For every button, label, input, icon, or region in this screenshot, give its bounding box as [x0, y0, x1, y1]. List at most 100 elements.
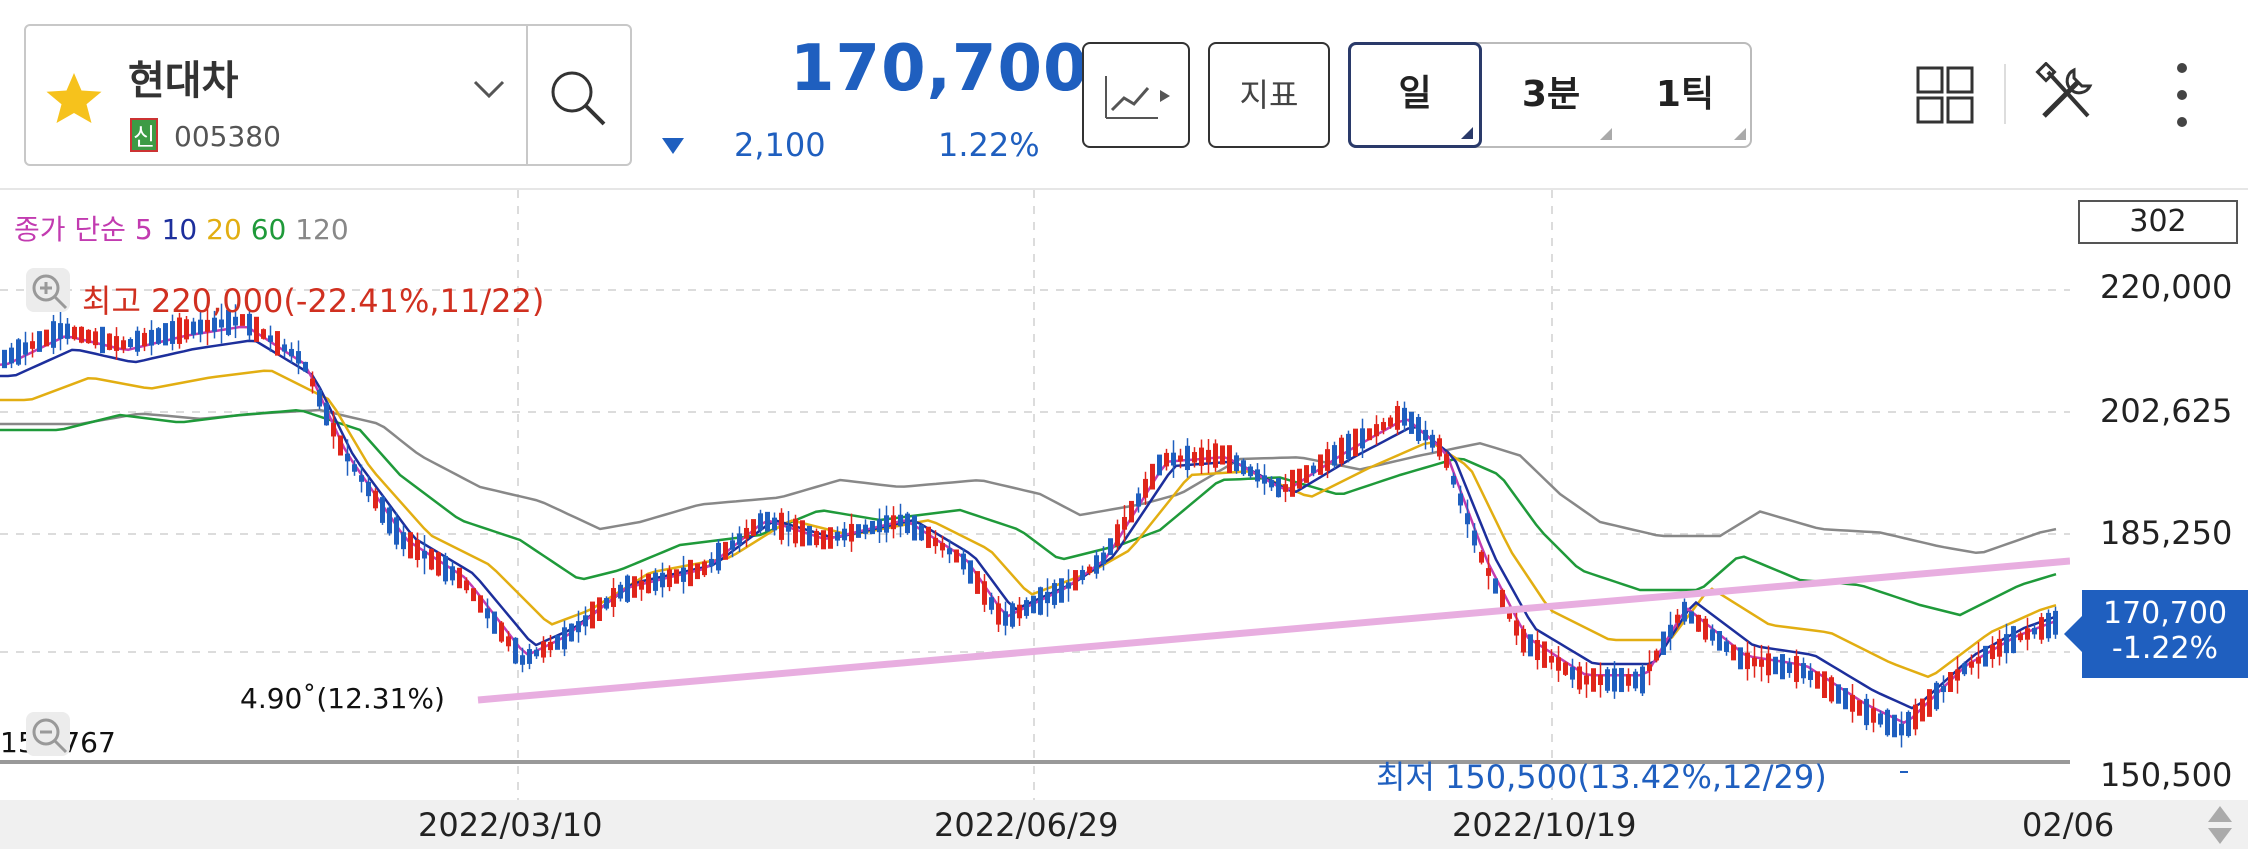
current-price-tag: 170,700 -1.22%	[2064, 590, 2248, 678]
candle	[2039, 617, 2044, 640]
ma-legend-10: 10	[161, 213, 198, 246]
candle	[681, 567, 686, 582]
candle	[849, 523, 854, 542]
candle	[1619, 667, 1624, 693]
y-tick-label: 220,000	[2100, 268, 2233, 306]
price-tag-price: 170,700	[2102, 596, 2228, 631]
candle	[723, 541, 728, 560]
candle	[1647, 664, 1652, 672]
candle	[37, 331, 42, 352]
tab-3min[interactable]: 3분	[1484, 42, 1618, 148]
candle	[226, 309, 231, 335]
candle	[1927, 689, 1932, 717]
candle	[1591, 668, 1596, 692]
zoom-in-icon[interactable]	[26, 268, 70, 316]
candle	[2025, 628, 2030, 640]
candle	[303, 361, 308, 372]
candle	[457, 567, 462, 589]
ma-legend-prefix: 종가 단순	[14, 213, 126, 246]
candle	[16, 339, 21, 365]
candle	[1353, 428, 1358, 457]
candle	[1206, 449, 1211, 463]
candle	[1241, 460, 1246, 475]
tab-1tick-label: 1틱	[1655, 74, 1715, 115]
chart-type-button[interactable]	[1082, 42, 1190, 148]
search-divider	[526, 26, 528, 164]
candle	[1885, 709, 1890, 736]
candle	[835, 531, 840, 541]
indicator-button[interactable]: 지표	[1208, 42, 1330, 148]
candle	[639, 580, 644, 590]
candle	[1801, 663, 1806, 679]
candle	[415, 540, 420, 560]
x-tick-label: 2022/06/29	[934, 806, 1119, 844]
candle	[429, 549, 434, 570]
candle	[1864, 698, 1869, 726]
scroll-updown-icon[interactable]	[2200, 802, 2240, 852]
candle	[653, 572, 658, 591]
trendline[interactable]	[477, 557, 2070, 704]
candle	[1073, 570, 1078, 591]
candle	[114, 336, 119, 351]
tab-day[interactable]: 일	[1348, 42, 1482, 148]
candle	[751, 519, 756, 536]
candle	[1143, 478, 1148, 498]
candle	[863, 524, 868, 534]
candle	[1199, 447, 1204, 466]
y-tick-label: 185,250	[2100, 514, 2233, 552]
candle	[975, 571, 980, 594]
candle	[1220, 445, 1225, 465]
grid-layout-icon[interactable]	[1916, 66, 1974, 128]
candle	[492, 611, 497, 634]
candle	[814, 530, 819, 546]
search-icon[interactable]	[546, 66, 610, 134]
candle	[121, 340, 126, 350]
candle	[1325, 449, 1330, 471]
candle	[1451, 475, 1456, 485]
candle	[1346, 433, 1351, 460]
candle	[1605, 669, 1610, 691]
candle	[1465, 513, 1470, 525]
candle	[338, 435, 343, 456]
ma-legend[interactable]: 종가 단순 5 10 20 60 120	[14, 208, 349, 248]
candle	[1248, 466, 1253, 477]
candle	[177, 317, 182, 344]
candle	[1612, 668, 1617, 692]
candle	[1941, 685, 1946, 693]
ma-legend-120: 120	[295, 213, 349, 246]
candle	[646, 573, 651, 594]
candle	[1101, 552, 1106, 565]
candle	[1633, 671, 1638, 689]
candle	[926, 526, 931, 548]
candle	[856, 524, 861, 538]
header-separator	[2004, 64, 2006, 124]
tab-1tick[interactable]: 1틱	[1618, 42, 1752, 148]
candle	[198, 319, 203, 335]
price-chart[interactable]	[0, 190, 2070, 800]
header-divider	[0, 188, 2248, 190]
tools-icon[interactable]	[2034, 61, 2098, 130]
more-vertical-icon[interactable]	[2172, 60, 2192, 134]
candle	[422, 550, 427, 559]
stock-name[interactable]: 현대차	[128, 58, 239, 104]
candle	[149, 329, 154, 346]
candle	[1528, 634, 1533, 657]
zoom-out-icon[interactable]	[26, 712, 70, 760]
candle	[1472, 530, 1477, 546]
candle	[1360, 428, 1365, 449]
candle	[1598, 674, 1603, 686]
candle	[9, 347, 14, 364]
candle-count-box[interactable]: 302	[2078, 200, 2238, 244]
candle	[1556, 657, 1561, 671]
candle	[1045, 591, 1050, 604]
candle	[891, 515, 896, 530]
candle	[1003, 611, 1008, 626]
chevron-down-icon[interactable]	[472, 78, 506, 104]
candle	[1108, 538, 1113, 556]
moving-average-line	[0, 408, 2057, 555]
candle	[275, 331, 280, 356]
candle	[1654, 650, 1659, 661]
candle	[1829, 677, 1834, 702]
star-icon[interactable]	[44, 70, 104, 130]
stock-search-box[interactable]	[24, 24, 632, 166]
